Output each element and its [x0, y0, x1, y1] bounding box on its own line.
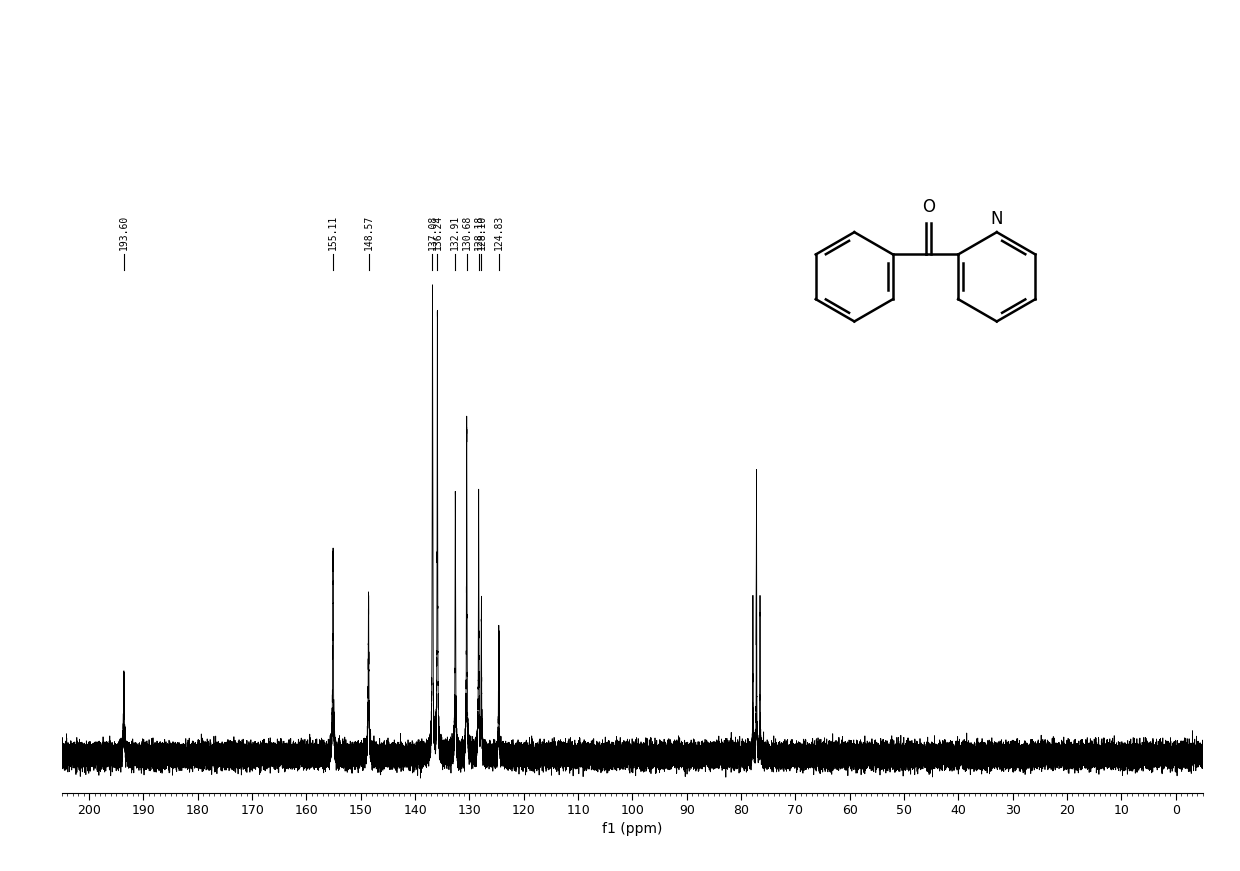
Text: 148.57: 148.57: [363, 215, 373, 250]
Text: 136.24: 136.24: [433, 215, 443, 250]
Text: 128.10: 128.10: [476, 215, 486, 250]
Text: 124.83: 124.83: [494, 215, 503, 250]
Text: N: N: [991, 211, 1003, 228]
Text: 155.11: 155.11: [329, 215, 339, 250]
Text: 132.91: 132.91: [450, 215, 460, 250]
Text: 193.60: 193.60: [119, 215, 129, 250]
Text: 137.08: 137.08: [428, 215, 438, 250]
X-axis label: f1 (ppm): f1 (ppm): [603, 821, 662, 835]
Text: 128.18: 128.18: [474, 215, 484, 250]
Text: 130.68: 130.68: [461, 215, 471, 250]
Text: O: O: [921, 199, 935, 216]
